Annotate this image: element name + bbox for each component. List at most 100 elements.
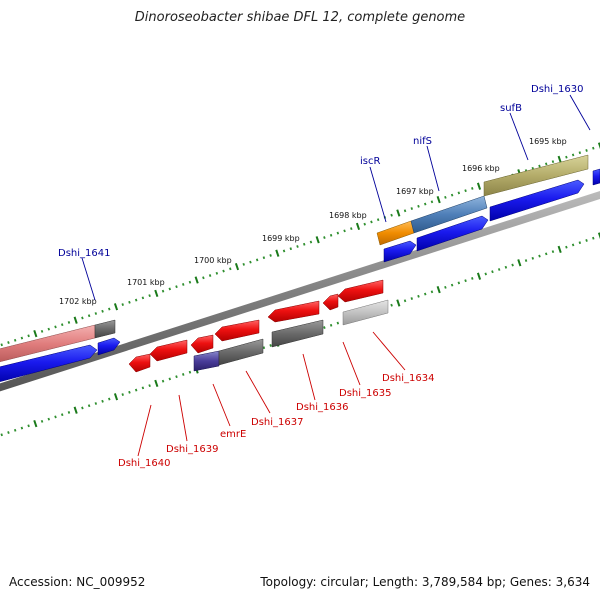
gene-arrow-dshi-1640[interactable] bbox=[128, 353, 151, 373]
outer-scale-minor-tick bbox=[27, 334, 30, 338]
leader-dshi-1641 bbox=[81, 257, 96, 301]
gene-arrow-forward-blue[interactable] bbox=[592, 168, 600, 186]
outer-scale-minor-tick bbox=[13, 338, 17, 342]
outer-scale-minor-tick bbox=[121, 303, 124, 306]
outer-scale-minor-tick bbox=[336, 231, 340, 235]
gene-label-dshi-1634[interactable]: Dshi_1634 bbox=[382, 373, 434, 384]
gene-arrow-forward-blue[interactable] bbox=[0, 344, 98, 383]
genome-backbone bbox=[0, 191, 600, 392]
gene-block-emre[interactable] bbox=[193, 350, 220, 372]
gene-arrow-forward-blue[interactable] bbox=[383, 240, 417, 263]
gene-label-dshi-1639[interactable]: Dshi_1639 bbox=[166, 444, 218, 455]
inner-scale-major-tick bbox=[517, 259, 522, 267]
gene-arrow-red[interactable] bbox=[322, 293, 339, 311]
gene-block-dshi-1637[interactable] bbox=[218, 338, 264, 366]
inner-scale-minor-tick bbox=[403, 299, 407, 303]
outer-scale-minor-tick bbox=[464, 189, 467, 193]
inner-scale-minor-tick bbox=[531, 256, 535, 260]
leader-dshi-1635 bbox=[342, 341, 361, 386]
gene-arrow-red[interactable] bbox=[190, 334, 214, 354]
gene-arrow-forward-blue[interactable] bbox=[489, 179, 585, 222]
outer-scale-minor-tick bbox=[309, 240, 313, 244]
outer-scale-minor-tick bbox=[450, 193, 454, 197]
outer-scale-minor-tick bbox=[592, 146, 595, 150]
inner-scale-minor-tick bbox=[323, 326, 326, 329]
outer-scale-minor-tick bbox=[215, 271, 219, 275]
outer-scale-minor-tick bbox=[423, 202, 427, 206]
outer-scale-major-tick bbox=[154, 289, 159, 298]
gene-block-gray[interactable] bbox=[271, 319, 324, 348]
gene-label-dshi-1641[interactable]: Dshi_1641 bbox=[58, 248, 110, 259]
gene-arrow-dshi-1639[interactable] bbox=[149, 339, 188, 362]
outer-scale-minor-tick bbox=[148, 294, 151, 298]
outer-scale-minor-tick bbox=[296, 245, 299, 248]
inner-scale-minor-tick bbox=[60, 413, 64, 417]
inner-scale-minor-tick bbox=[40, 419, 44, 423]
inner-scale-minor-tick bbox=[336, 321, 340, 325]
inner-scale-minor-tick bbox=[81, 406, 84, 410]
outer-scale-minor-tick bbox=[0, 343, 3, 347]
outer-scale-major-tick bbox=[557, 155, 562, 164]
outer-scale-minor-tick bbox=[551, 160, 555, 164]
gene-arrow-dshi-1636[interactable] bbox=[267, 300, 320, 323]
gene-label-sufb[interactable]: sufB bbox=[500, 103, 522, 114]
gene-arrow-forward-blue[interactable] bbox=[416, 215, 489, 252]
gene-block-gray[interactable] bbox=[94, 319, 116, 339]
outer-scale-minor-tick bbox=[390, 213, 393, 217]
gene-label-dshi-1637[interactable]: Dshi_1637 bbox=[251, 417, 303, 428]
tick-label-1699: 1699 kbp bbox=[262, 234, 300, 243]
inner-scale-minor-tick bbox=[134, 388, 138, 392]
inner-scale-minor-tick bbox=[87, 404, 91, 408]
map-title: Dinoroseobacter shibae DFL 12, complete … bbox=[134, 10, 466, 25]
outer-scale-minor-tick bbox=[410, 207, 414, 210]
outer-scale-minor-tick bbox=[128, 300, 131, 304]
tick-label-1701: 1701 kbp bbox=[127, 278, 165, 287]
inner-scale-minor-tick bbox=[0, 433, 3, 437]
gene-arrow-forward-blue[interactable] bbox=[97, 337, 121, 356]
inner-scale-minor-tick bbox=[571, 243, 575, 247]
gene-block-sufb[interactable] bbox=[483, 154, 589, 197]
outer-scale-major-tick bbox=[113, 303, 119, 311]
inner-scale-minor-tick bbox=[141, 386, 145, 390]
inner-scale-minor-tick bbox=[121, 393, 124, 396]
inner-scale-minor-tick bbox=[471, 277, 474, 280]
inner-scale-minor-tick bbox=[390, 303, 393, 307]
outer-scale-minor-tick bbox=[585, 149, 588, 152]
inner-scale-minor-tick bbox=[497, 268, 501, 271]
inner-scale-minor-tick bbox=[329, 323, 333, 327]
inner-scale-minor-tick bbox=[27, 424, 30, 428]
gene-label-nifs[interactable]: nifS bbox=[413, 136, 432, 147]
leader-nifs bbox=[426, 145, 440, 192]
gene-label-dshi-1630[interactable]: Dshi_1630 bbox=[531, 84, 583, 95]
inner-scale-minor-tick bbox=[269, 344, 272, 347]
inner-scale-minor-tick bbox=[430, 290, 434, 294]
gene-label-iscr[interactable]: iscR bbox=[360, 156, 380, 167]
inner-scale-major-tick bbox=[476, 272, 482, 280]
outer-scale-minor-tick bbox=[403, 209, 407, 213]
outer-scale-minor-tick bbox=[47, 327, 51, 331]
outer-scale-minor-tick bbox=[168, 287, 172, 291]
outer-scale-minor-tick bbox=[229, 267, 232, 271]
tick-label-1695: 1695 kbp bbox=[529, 137, 567, 146]
inner-scale-minor-tick bbox=[262, 346, 266, 350]
leader-iscr bbox=[369, 166, 387, 223]
gene-block-nifs[interactable] bbox=[410, 195, 488, 234]
outer-scale-minor-tick bbox=[108, 307, 111, 311]
outer-scale-major-tick bbox=[234, 262, 240, 271]
inner-scale-minor-tick bbox=[450, 283, 454, 287]
gene-arrow-dshi-1635[interactable] bbox=[337, 279, 384, 303]
gene-block-dshi-1634[interactable] bbox=[342, 299, 389, 326]
outer-scale-minor-tick bbox=[544, 162, 548, 166]
gene-label-emre[interactable]: emrE bbox=[220, 429, 246, 440]
inner-scale-minor-tick bbox=[128, 390, 131, 394]
gene-arrow-red[interactable] bbox=[214, 319, 260, 342]
outer-scale-major-tick bbox=[73, 316, 78, 324]
gene-label-dshi-1635[interactable]: Dshi_1635 bbox=[339, 388, 391, 399]
gene-label-dshi-1640[interactable]: Dshi_1640 bbox=[118, 458, 170, 469]
tick-label-1697: 1697 kbp bbox=[396, 187, 434, 196]
inner-scale-minor-tick bbox=[592, 236, 595, 240]
inner-scale-minor-tick bbox=[101, 399, 104, 403]
inner-scale-minor-tick bbox=[551, 250, 555, 254]
gene-label-dshi-1636[interactable]: Dshi_1636 bbox=[296, 402, 348, 413]
outer-scale-minor-tick bbox=[262, 256, 266, 260]
